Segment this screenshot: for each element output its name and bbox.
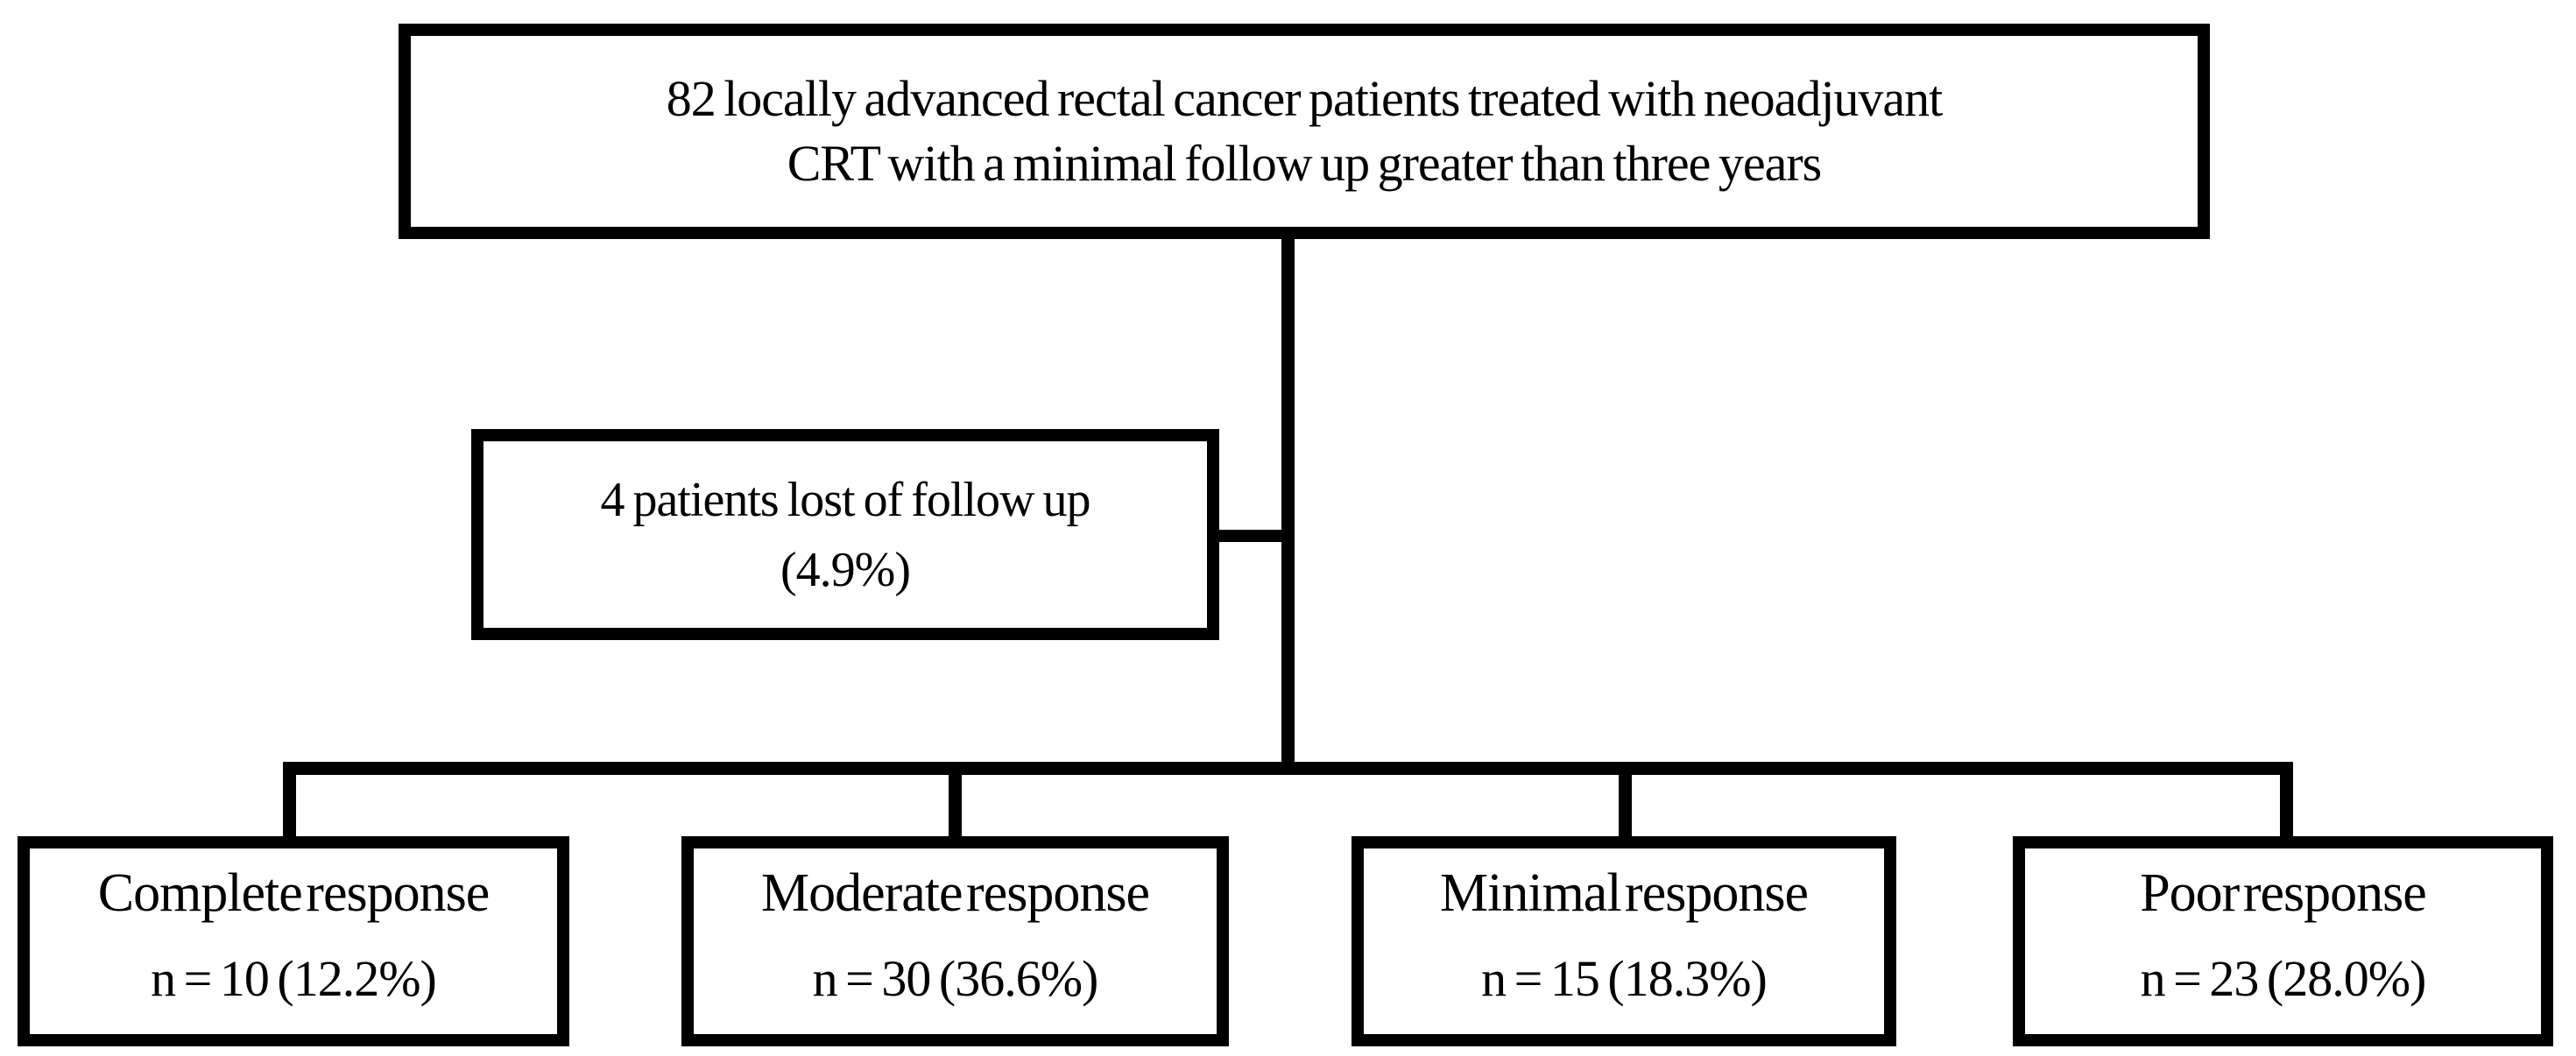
lost-followup-line2: (4.9%): [780, 542, 911, 597]
outcome-value: n = 10 (12.2%): [151, 950, 437, 1007]
connector-drop-complete: [283, 771, 296, 838]
outcome-label: Moderate response: [761, 863, 1150, 923]
connector-root-to-branch: [1281, 239, 1295, 764]
lost-followup-line1: 4 patients lost of follow up: [600, 472, 1091, 527]
outcome-box-minimal-response: Minimal response n = 15 (18.3%): [1352, 836, 1896, 1046]
outcome-value: n = 23 (28.0%): [2140, 950, 2427, 1007]
root-cohort-line1: 82 locally advanced rectal cancer patien…: [666, 70, 1944, 127]
connector-lost-followup-stub: [1216, 530, 1290, 542]
outcome-label: Complete response: [97, 863, 490, 923]
lost-followup-box: 4 patients lost of follow up (4.9%): [471, 429, 1219, 640]
outcome-value: n = 30 (36.6%): [812, 950, 1099, 1007]
branch-line: [283, 762, 2293, 775]
outcome-label: Minimal response: [1440, 863, 1809, 923]
outcome-box-poor-response: Poor response n = 23 (28.0%): [2013, 836, 2553, 1046]
root-cohort-line2: CRT with a minimal follow up greater tha…: [787, 135, 1822, 192]
outcome-label: Poor response: [2140, 863, 2427, 923]
connector-drop-minimal: [1619, 771, 1632, 838]
outcome-value: n = 15 (18.3%): [1481, 950, 1768, 1007]
connector-drop-poor: [2280, 771, 2293, 838]
outcome-box-moderate-response: Moderate response n = 30 (36.6%): [681, 836, 1229, 1046]
root-cohort-box: 82 locally advanced rectal cancer patien…: [399, 24, 2210, 239]
outcome-box-complete-response: Complete response n = 10 (12.2%): [18, 836, 569, 1046]
connector-drop-moderate: [949, 771, 962, 838]
